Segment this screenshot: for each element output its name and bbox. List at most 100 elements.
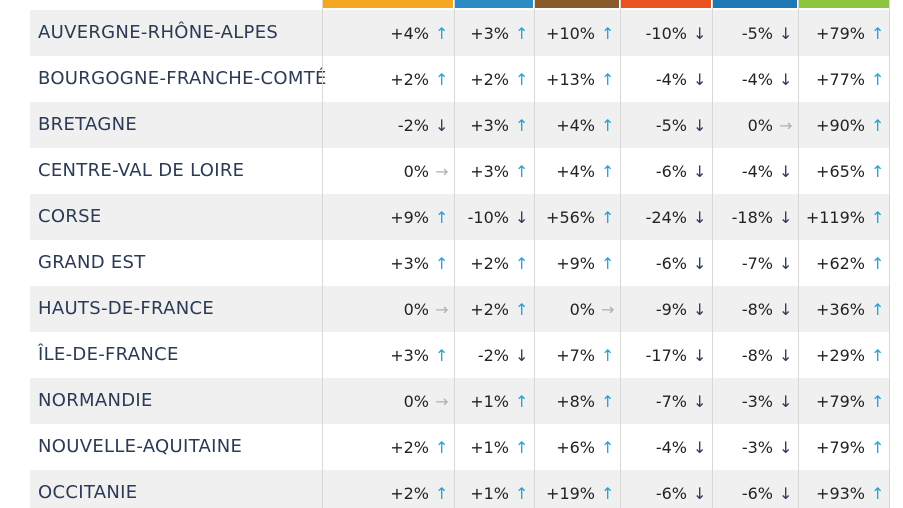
table-cell: +10% ↑ [534,10,620,56]
arrow-up-icon: ↑ [601,161,615,181]
change-value: +4% [556,115,595,135]
table-cell: +19% ↑ [534,470,620,508]
table-row: BOURGOGNE-FRANCHE-COMTÉ +2% ↑ +2% ↑ +13% ↑ -4% ↓… [30,56,890,102]
region-name: GRAND EST [38,252,146,273]
arrow-flat-icon: → [435,161,449,181]
table-cell: 0% → [712,102,798,148]
region-name: ÎLE-DE-FRANCE [38,344,179,365]
arrow-down-icon: ↓ [779,161,793,181]
change-value: -17% [645,345,687,365]
change-value: +3% [470,23,509,43]
table-row: CORSE +9% ↑ -10% ↓ +56% ↑ -24% ↓ -18% ↓ +119% ↑ [30,194,890,240]
table-cell: 0% → [534,286,620,332]
change-value: +8% [556,391,595,411]
column-separator [798,0,799,508]
region-name: NORMANDIE [38,390,153,411]
table-cell: -2% ↓ [454,332,534,378]
arrow-up-icon: ↑ [515,161,529,181]
table-cell: -10% ↓ [620,10,712,56]
arrow-up-icon: ↑ [435,345,449,365]
change-value: +79% [816,391,865,411]
table-cell: -6% ↓ [620,148,712,194]
table-row: BRETAGNE -2% ↓ +3% ↑ +4% ↑ -5% ↓ 0% → +90% ↑ [30,102,890,148]
column-color-bar [713,0,797,8]
change-value: +3% [390,345,429,365]
table-cell: +4% ↑ [534,148,620,194]
table-cell: +3% ↑ [454,148,534,194]
arrow-up-icon: ↑ [515,253,529,273]
change-value: +1% [470,483,509,503]
region-name: AUVERGNE-RHÔNE-ALPES [38,22,279,43]
change-value: -5% [655,115,687,135]
change-value: -4% [655,69,687,89]
table-cell: +79% ↑ [798,10,890,56]
arrow-up-icon: ↑ [435,483,449,503]
change-value: +6% [556,437,595,457]
table-cell: +1% ↑ [454,424,534,470]
table-cell: -8% ↓ [712,286,798,332]
region-name: NOUVELLE-AQUITAINE [38,436,243,457]
arrow-up-icon: ↑ [871,253,885,273]
column-color-bar [799,0,889,8]
change-value: +2% [470,69,509,89]
table-cell: +3% ↑ [454,102,534,148]
arrow-up-icon: ↑ [515,299,529,319]
arrow-down-icon: ↓ [693,253,707,273]
arrow-down-icon: ↓ [693,69,707,89]
arrow-up-icon: ↑ [515,483,529,503]
table-cell: -6% ↓ [620,470,712,508]
table-cell: +2% ↑ [454,286,534,332]
table-cell: -6% ↓ [712,470,798,508]
change-value: +79% [816,437,865,457]
arrow-down-icon: ↓ [779,69,793,89]
change-value: 0% [403,299,429,319]
table-cell: +13% ↑ [534,56,620,102]
arrow-down-icon: ↓ [693,299,707,319]
table-cell: +79% ↑ [798,378,890,424]
table-cell: +2% ↑ [322,470,454,508]
arrow-up-icon: ↑ [515,437,529,457]
table-cell: -6% ↓ [620,240,712,286]
change-value: +2% [390,483,429,503]
table-cell: +90% ↑ [798,102,890,148]
change-value: -6% [741,483,773,503]
column-color-bars [322,0,890,8]
table-row: OCCITANIE +2% ↑ +1% ↑ +19% ↑ -6% ↓ -6% ↓ +93% ↑ [30,470,890,508]
table-cell: 0% → [322,148,454,194]
change-value: -2% [477,345,509,365]
table-cell: -10% ↓ [454,194,534,240]
change-value: -10% [467,207,509,227]
table-cell: +6% ↑ [534,424,620,470]
arrow-down-icon: ↓ [693,437,707,457]
arrow-up-icon: ↑ [601,207,615,227]
table-cell: +8% ↑ [534,378,620,424]
arrow-up-icon: ↑ [871,391,885,411]
arrow-down-icon: ↓ [779,207,793,227]
change-value: -6% [655,253,687,273]
arrow-up-icon: ↑ [601,345,615,365]
change-value: +2% [470,299,509,319]
column-separator [620,0,621,508]
column-color-bar [621,0,711,8]
region-name: CORSE [38,206,102,227]
table-cell: +9% ↑ [322,194,454,240]
table-cell: +1% ↑ [454,470,534,508]
table-cell: -3% ↓ [712,424,798,470]
column-separator [712,0,713,508]
table-cell: +93% ↑ [798,470,890,508]
table-cell: -4% ↓ [712,148,798,194]
arrow-down-icon: ↓ [693,345,707,365]
table-cell: -9% ↓ [620,286,712,332]
change-value: 0% [569,299,595,319]
arrow-up-icon: ↑ [435,207,449,227]
arrow-down-icon: ↓ [515,345,529,365]
change-value: +65% [816,161,865,181]
arrow-up-icon: ↑ [435,253,449,273]
arrow-down-icon: ↓ [779,483,793,503]
change-value: +9% [556,253,595,273]
table-cell: -5% ↓ [620,102,712,148]
table-cell: +79% ↑ [798,424,890,470]
change-value: -10% [645,23,687,43]
change-value: +10% [546,23,595,43]
table-cell: +56% ↑ [534,194,620,240]
